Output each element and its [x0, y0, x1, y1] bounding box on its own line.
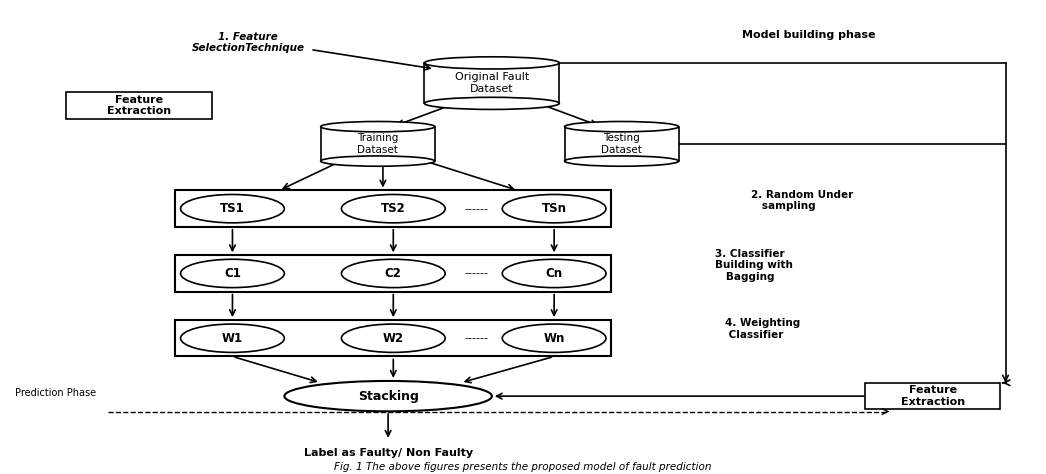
- Text: TS1: TS1: [220, 202, 245, 215]
- Text: Fig. 1 The above figures presents the proposed model of fault prediction: Fig. 1 The above figures presents the pr…: [335, 462, 711, 472]
- Ellipse shape: [425, 97, 560, 109]
- Text: Prediction Phase: Prediction Phase: [15, 388, 95, 398]
- Ellipse shape: [321, 156, 435, 166]
- Bar: [565, 127, 679, 161]
- Ellipse shape: [502, 194, 606, 223]
- Text: C2: C2: [385, 267, 402, 280]
- Text: Cn: Cn: [546, 267, 563, 280]
- Bar: [865, 383, 1000, 409]
- Text: TS2: TS2: [381, 202, 406, 215]
- Bar: [321, 127, 435, 161]
- Ellipse shape: [341, 324, 446, 352]
- Text: 4. Weighting
 Classifier: 4. Weighting Classifier: [725, 318, 800, 340]
- Ellipse shape: [181, 194, 285, 223]
- Text: C1: C1: [224, 267, 241, 280]
- Ellipse shape: [341, 194, 446, 223]
- Ellipse shape: [425, 57, 560, 69]
- Bar: [176, 255, 611, 292]
- Text: Model building phase: Model building phase: [742, 29, 876, 39]
- Text: Feature
Extraction: Feature Extraction: [901, 385, 965, 407]
- Text: ------: ------: [464, 333, 488, 343]
- Text: Label as Faulty/ Non Faulty: Label as Faulty/ Non Faulty: [303, 448, 473, 458]
- Text: Testing
Dataset: Testing Dataset: [601, 133, 642, 155]
- Ellipse shape: [181, 259, 285, 288]
- Bar: [176, 320, 611, 356]
- Text: Wn: Wn: [544, 332, 565, 345]
- Text: ------: ------: [464, 204, 488, 214]
- Text: W1: W1: [222, 332, 243, 345]
- Ellipse shape: [502, 324, 606, 352]
- Text: Original Fault
Dataset: Original Fault Dataset: [455, 73, 529, 94]
- Ellipse shape: [341, 259, 446, 288]
- Text: 1. Feature
SelectionTechnique: 1. Feature SelectionTechnique: [191, 32, 304, 54]
- Bar: [67, 92, 211, 118]
- Ellipse shape: [181, 324, 285, 352]
- Text: Feature
Extraction: Feature Extraction: [107, 95, 172, 116]
- Text: TSn: TSn: [542, 202, 567, 215]
- Ellipse shape: [565, 156, 679, 166]
- Bar: [425, 63, 560, 103]
- Text: Training
Dataset: Training Dataset: [357, 133, 399, 155]
- Text: ------: ------: [464, 268, 488, 278]
- Text: 2. Random Under
   sampling: 2. Random Under sampling: [751, 190, 854, 211]
- Ellipse shape: [321, 121, 435, 132]
- Ellipse shape: [502, 259, 606, 288]
- Text: 3. Classifier
Building with
   Bagging: 3. Classifier Building with Bagging: [715, 249, 793, 282]
- Ellipse shape: [285, 381, 492, 411]
- Text: W2: W2: [383, 332, 404, 345]
- Text: Stacking: Stacking: [358, 390, 418, 402]
- Bar: [176, 191, 611, 227]
- Ellipse shape: [565, 121, 679, 132]
